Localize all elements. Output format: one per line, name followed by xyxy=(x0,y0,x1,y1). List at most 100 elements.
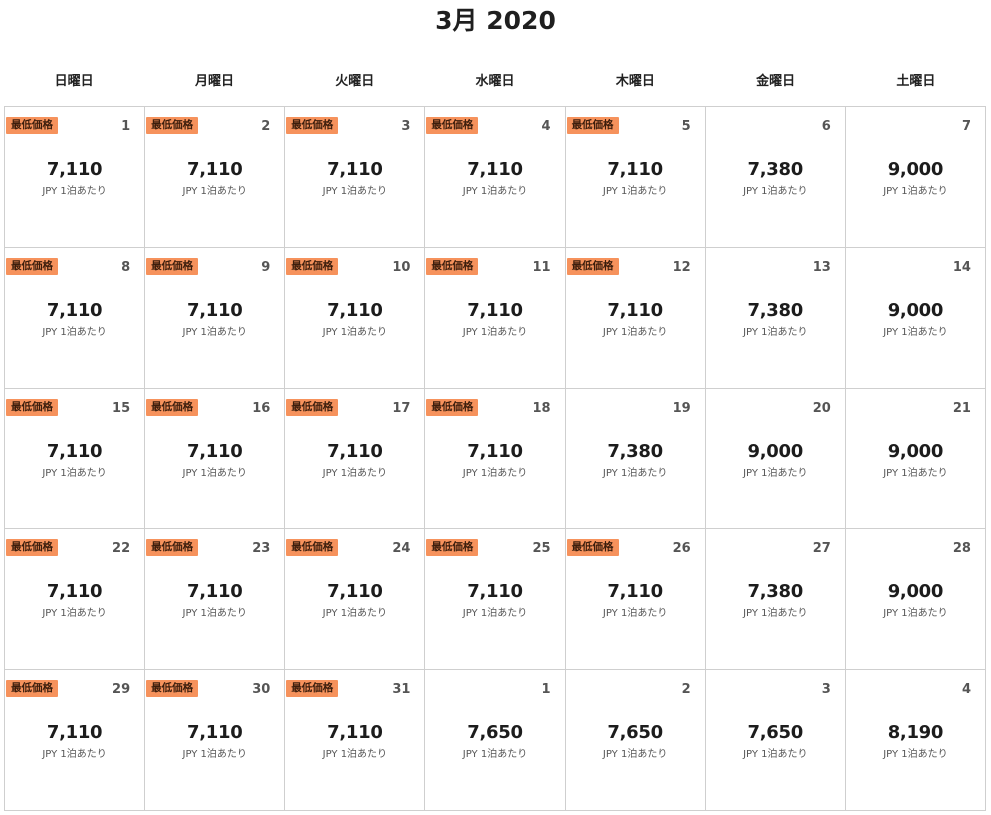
calendar-day-cell[interactable]: 最低価格 24 7,110 JPY 1泊あたり xyxy=(285,529,426,671)
price-unit-label: JPY 1泊あたり xyxy=(182,186,247,197)
nightly-price: 7,110 xyxy=(327,159,383,180)
price-unit-label: JPY 1泊あたり xyxy=(462,467,528,479)
calendar-day-cell[interactable]: 最低価格 8 7,110 JPY 1泊あたり xyxy=(5,247,146,389)
price-unit-label: JPY 1泊あたり xyxy=(743,467,808,479)
calendar-day-cell[interactable]: 最低価格 23 7,110 JPY 1泊あたり xyxy=(145,529,286,671)
calendar-day-cell[interactable]: 最低価格 22 7,110 JPY 1泊あたり xyxy=(5,529,146,671)
day-number: 7 xyxy=(961,119,971,134)
price-unit-label: JPY 1泊あたり xyxy=(42,467,107,479)
nightly-price: 7,110 xyxy=(46,440,103,462)
price-unit-label: JPY 1泊あたり xyxy=(602,186,668,197)
calendar-day-cell[interactable]: 最低価格 15 7,110 JPY 1泊あたり xyxy=(5,388,146,530)
price-unit-label: JPY 1泊あたり xyxy=(602,749,668,761)
nightly-price: 7,110 xyxy=(327,581,383,603)
calendar-day-cell[interactable]: 最低価格 4 7,110 JPY 1泊あたり xyxy=(425,107,566,248)
calendar-day-cell[interactable]: 最低価格 1 7,110 JPY 1泊あたり xyxy=(5,107,146,248)
price-unit-label: JPY 1泊あたり xyxy=(322,749,388,761)
day-number: 20 xyxy=(812,400,831,416)
nightly-price: 7,110 xyxy=(607,581,663,603)
nightly-price: 7,110 xyxy=(327,299,383,321)
price-unit-label: JPY 1泊あたり xyxy=(602,467,668,479)
weekday-sunday: 日曜日 xyxy=(54,74,94,89)
price-unit-label: JPY 1泊あたり xyxy=(883,326,948,338)
lowest-price-badge: 最低価格 xyxy=(426,117,479,134)
calendar-day-cell[interactable]: 最低価格 9 7,110 JPY 1泊あたり xyxy=(145,247,286,389)
day-number: 16 xyxy=(252,400,271,416)
calendar-day-cell[interactable]: 最低価格 26 7,110 JPY 1泊あたり xyxy=(565,529,706,671)
calendar-day-cell[interactable]: 最低価格 3 7,110 JPY 1泊あたり xyxy=(285,107,426,248)
weekday-tuesday: 火曜日 xyxy=(335,74,375,89)
calendar-month-title: 3月 2020 xyxy=(435,6,556,35)
calendar-day-cell[interactable]: 最低価格 5 7,110 JPY 1泊あたり xyxy=(565,107,706,248)
price-unit-label: JPY 1泊あたり xyxy=(462,186,528,197)
calendar-day-cell[interactable]: 28 9,000 JPY 1泊あたり xyxy=(845,529,986,671)
day-number: 11 xyxy=(532,259,551,275)
price-unit-label: JPY 1泊あたり xyxy=(182,749,247,761)
calendar-day-cell[interactable]: 19 7,380 JPY 1泊あたり xyxy=(565,388,706,530)
calendar-day-cell[interactable]: 4 8,190 JPY 1泊あたり xyxy=(845,670,986,811)
calendar-day-cell[interactable]: 20 9,000 JPY 1泊あたり xyxy=(705,388,846,530)
calendar-day-cell[interactable]: 2 7,650 JPY 1泊あたり xyxy=(565,670,706,811)
nightly-price: 7,650 xyxy=(607,722,663,744)
price-unit-label: JPY 1泊あたり xyxy=(743,326,808,338)
nightly-price: 8,190 xyxy=(887,722,944,744)
day-number: 4 xyxy=(541,119,551,134)
lowest-price-badge: 最低価格 xyxy=(146,117,199,134)
calendar-day-cell[interactable]: 最低価格 18 7,110 JPY 1泊あたり xyxy=(425,388,566,530)
day-number: 30 xyxy=(252,682,271,698)
weekday-wednesday: 水曜日 xyxy=(475,74,515,89)
calendar-day-cell[interactable]: 最低価格 10 7,110 JPY 1泊あたり xyxy=(285,247,426,389)
calendar-day-cell[interactable]: 最低価格 30 7,110 JPY 1泊あたり xyxy=(145,670,286,811)
calendar-day-cell[interactable]: 6 7,380 JPY 1泊あたり xyxy=(705,107,846,248)
calendar-day-cell[interactable]: 最低価格 29 7,110 JPY 1泊あたり xyxy=(5,670,146,811)
lowest-price-badge: 最低価格 xyxy=(6,257,58,275)
nightly-price: 7,110 xyxy=(467,581,523,603)
day-number: 6 xyxy=(821,119,831,134)
day-number: 13 xyxy=(812,259,831,275)
nightly-price: 7,380 xyxy=(747,581,804,603)
nightly-price: 7,110 xyxy=(46,159,103,180)
calendar-day-cell[interactable]: 最低価格 25 7,110 JPY 1泊あたり xyxy=(425,529,566,671)
calendar-day-cell[interactable]: 7 9,000 JPY 1泊あたり xyxy=(845,107,986,248)
nightly-price: 7,110 xyxy=(186,722,243,744)
lowest-price-badge: 最低価格 xyxy=(146,398,199,416)
price-unit-label: JPY 1泊あたり xyxy=(322,608,388,620)
calendar-day-cell[interactable]: 最低価格 2 7,110 JPY 1泊あたり xyxy=(145,107,286,248)
weekday-monday: 月曜日 xyxy=(194,74,234,89)
nightly-price: 7,110 xyxy=(327,440,383,462)
day-number: 2 xyxy=(681,682,691,698)
calendar-day-cell[interactable]: 最低価格 11 7,110 JPY 1泊あたり xyxy=(425,247,566,389)
lowest-price-badge: 最低価格 xyxy=(286,539,339,557)
nightly-price: 7,110 xyxy=(46,299,103,321)
nightly-price: 7,110 xyxy=(186,440,243,462)
day-number: 10 xyxy=(392,259,411,275)
day-number: 19 xyxy=(672,400,691,416)
lowest-price-badge: 最低価格 xyxy=(286,680,339,698)
calendar-day-cell[interactable]: 1 7,650 JPY 1泊あたり xyxy=(425,670,566,811)
nightly-price: 7,110 xyxy=(46,722,103,744)
price-unit-label: JPY 1泊あたり xyxy=(42,608,107,620)
calendar-day-cell[interactable]: 27 7,380 JPY 1泊あたり xyxy=(705,529,846,671)
lowest-price-badge: 最低価格 xyxy=(566,257,619,275)
lowest-price-badge: 最低価格 xyxy=(286,117,339,134)
calendar-day-cell[interactable]: 3 7,650 JPY 1泊あたり xyxy=(705,670,846,811)
calendar-day-cell[interactable]: 最低価格 16 7,110 JPY 1泊あたり xyxy=(145,388,286,530)
nightly-price: 9,000 xyxy=(887,581,944,603)
lowest-price-badge: 最低価格 xyxy=(6,539,58,557)
calendar-day-cell[interactable]: 13 7,380 JPY 1泊あたり xyxy=(705,247,846,389)
day-number: 15 xyxy=(112,400,131,416)
calendar-day-cell[interactable]: 21 9,000 JPY 1泊あたり xyxy=(845,388,986,530)
nightly-price: 7,110 xyxy=(46,581,103,603)
price-unit-label: JPY 1泊あたり xyxy=(42,186,107,197)
lowest-price-badge: 最低価格 xyxy=(6,680,58,698)
lowest-price-badge: 最低価格 xyxy=(146,680,199,698)
day-number: 24 xyxy=(392,541,411,557)
calendar-day-cell[interactable]: 14 9,000 JPY 1泊あたり xyxy=(845,247,986,389)
calendar-day-cell[interactable]: 最低価格 17 7,110 JPY 1泊あたり xyxy=(285,388,426,530)
lowest-price-badge: 最低価格 xyxy=(286,398,339,416)
price-unit-label: JPY 1泊あたり xyxy=(602,326,668,338)
calendar-day-cell[interactable]: 最低価格 31 7,110 JPY 1泊あたり xyxy=(285,670,426,811)
calendar-day-cell[interactable]: 最低価格 12 7,110 JPY 1泊あたり xyxy=(565,247,706,389)
nightly-price: 7,110 xyxy=(467,440,523,462)
lowest-price-badge: 最低価格 xyxy=(426,398,479,416)
